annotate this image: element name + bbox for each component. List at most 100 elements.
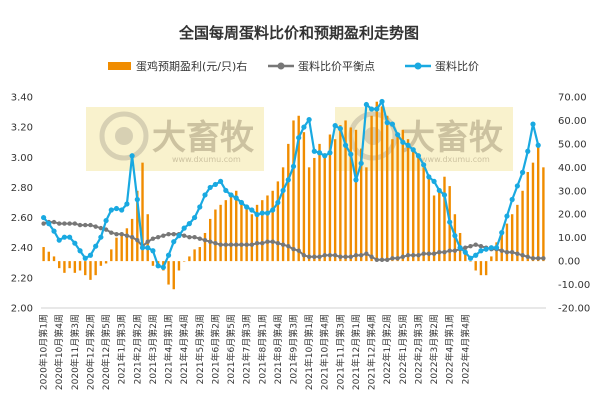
breakeven-point (411, 253, 416, 258)
ratio-point (176, 233, 182, 239)
x-tick-label: 2021年1月第3周 (116, 314, 128, 384)
profit-bar (396, 134, 399, 262)
breakeven-point (343, 254, 348, 259)
ratio-point (535, 142, 541, 148)
x-tick-label: 2021年5月第3周 (194, 314, 206, 384)
ratio-point (87, 252, 94, 258)
y-left-tick-label: 2.80 (11, 183, 33, 194)
profit-bar (120, 232, 123, 262)
ratio-point (238, 199, 245, 206)
ratio-point (145, 245, 151, 251)
breakeven-point (306, 254, 312, 259)
y-left-tick-label: 3.20 (11, 123, 33, 134)
ratio-point (181, 225, 187, 231)
ratio-point (108, 207, 114, 213)
ratio-lines (41, 98, 546, 270)
breakeven-point (114, 231, 119, 237)
breakeven-point (202, 237, 208, 243)
profit-bar (542, 167, 545, 262)
profit-bar (516, 204, 519, 262)
breakeven-point (463, 245, 468, 250)
x-tick-label: 2021年9月第3周 (288, 314, 300, 384)
profit-bar (318, 143, 321, 262)
ratio-point (98, 234, 104, 240)
breakeven-point (301, 253, 307, 258)
x-tick-label: 2022年2月第3周 (412, 314, 424, 384)
profit-bar (500, 232, 503, 262)
ratio-point (244, 204, 250, 210)
ratio-point (119, 207, 125, 213)
ratio-point (186, 221, 192, 227)
ratio-point (207, 184, 213, 191)
breakeven-point (145, 239, 150, 244)
profit-bar (443, 176, 446, 262)
breakeven-point (187, 234, 192, 240)
ratio-point (160, 264, 166, 270)
profit-bar (198, 247, 201, 262)
ratio-point (525, 148, 531, 154)
watermark-site: www.dxumu.com (172, 155, 241, 164)
ratio-point (202, 192, 208, 198)
x-tick-label: 2021年10月第4周 (319, 314, 331, 390)
y-left-tick-label: 2.40 (11, 243, 33, 254)
ratio-point (139, 245, 146, 251)
profit-bar (276, 181, 280, 262)
ratio-point (228, 192, 234, 198)
profit-bar (526, 172, 529, 262)
x-tick-label: 2022年3月第2周 (428, 314, 440, 384)
y-right-tick-label: 0.00 (558, 257, 580, 268)
ratio-point (457, 245, 463, 251)
profit-bar (333, 139, 337, 262)
profit-bar (510, 214, 514, 262)
profit-bar (339, 125, 342, 262)
ratio-point (51, 228, 57, 234)
x-tick-label: 2020年10月第4周 (53, 314, 65, 390)
y-right-tick-label: 10.00 (558, 233, 587, 244)
ratio-point (124, 201, 130, 207)
breakeven-point (270, 239, 275, 244)
ratio-point (306, 117, 312, 123)
breakeven-point (166, 231, 171, 237)
ratio-point (441, 192, 448, 198)
y-left-tick-label: 2.60 (11, 213, 33, 224)
profit-bar (73, 261, 77, 273)
y-right-tick-label: 70.00 (558, 93, 587, 104)
x-tick-label: 2021年11月第3周 (334, 314, 346, 390)
ratio-point (296, 135, 302, 141)
ratio-point (93, 243, 99, 249)
watermark-logo-icon (99, 111, 149, 161)
breakeven-point (239, 242, 244, 247)
breakeven-point (452, 248, 458, 253)
ratio-point (223, 187, 229, 194)
ratio-point (103, 217, 109, 224)
profit-bar (474, 261, 477, 271)
ratio-point (447, 219, 453, 225)
profit-bar (141, 162, 144, 262)
profit-bar (203, 232, 207, 262)
breakeven-point (77, 222, 83, 228)
breakeven-point (197, 236, 202, 241)
profit-bar (182, 261, 186, 262)
x-tick-label: 2021年2月第2周 (131, 314, 143, 384)
breakeven-point (530, 256, 536, 261)
ratio-point (462, 249, 468, 255)
breakeven-point (260, 240, 265, 246)
profit-bar (266, 195, 269, 262)
ratio-point (478, 248, 484, 254)
profit-bar (365, 167, 368, 262)
ratio-point (311, 148, 317, 154)
watermark-site: www.dxumu.com (421, 155, 490, 164)
breakeven-point (431, 251, 437, 256)
profit-bar (84, 261, 87, 276)
ratio-point (379, 98, 385, 105)
breakeven-point (234, 242, 239, 247)
legend-label-ratio: 蛋料比价 (435, 59, 479, 73)
y-right-tick-label: -20.00 (558, 304, 590, 315)
profit-bar (172, 261, 175, 290)
y-right-tick-label: 60.00 (558, 116, 587, 127)
breakeven-point (369, 254, 374, 259)
ratio-point (129, 153, 135, 159)
breakeven-point (171, 231, 176, 237)
profit-bar (47, 251, 51, 262)
